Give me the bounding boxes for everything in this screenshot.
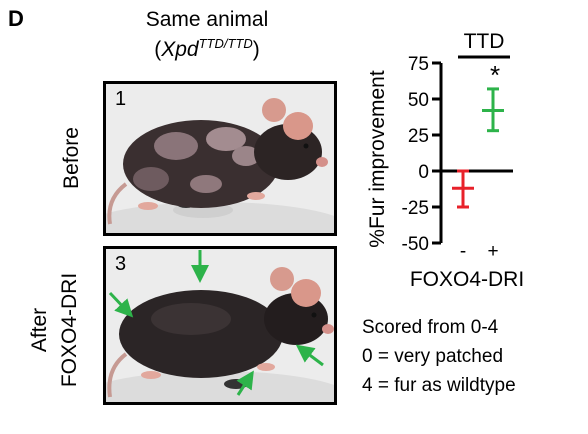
genotype-superscript: TTD/TTD xyxy=(198,36,253,51)
panel-letter: D xyxy=(8,6,24,31)
y-axis: 75 50 25 0 -25 -50 xyxy=(402,54,443,255)
green-arrow-icon xyxy=(295,344,324,367)
mouse-photo-before: 1 xyxy=(103,81,337,236)
x-tick-label: - xyxy=(460,241,466,262)
green-arrow-icon xyxy=(236,370,254,396)
data-marks xyxy=(452,87,504,209)
mouse-before-image xyxy=(106,84,334,233)
x-axis-label: FOXO4-DRI xyxy=(410,268,524,289)
x-tick-labels: - + xyxy=(460,241,499,262)
y-tick-label: -50 xyxy=(402,234,429,255)
photo-after-number: 3 xyxy=(115,253,127,275)
mouse-after-image xyxy=(106,249,334,402)
y-tick-label: 0 xyxy=(418,162,429,183)
genotype-gene: Xpd xyxy=(161,38,199,61)
significance-marker: * xyxy=(490,60,500,90)
y-tick-label: 50 xyxy=(408,90,429,111)
y-tick-label: 75 xyxy=(408,54,429,75)
y-axis-label: %Fur improvement xyxy=(366,70,389,248)
genotype-label: (XpdTTD/TTD) xyxy=(154,36,260,61)
scoring-note-line1: Scored from 0-4 xyxy=(362,317,499,338)
green-arrow-icon xyxy=(108,291,134,318)
y-tick-label: 25 xyxy=(408,126,429,147)
photo-before-number: 1 xyxy=(115,88,127,110)
scoring-note-line2: 0 = very patched xyxy=(362,346,504,367)
photos-title: Same animal xyxy=(145,8,269,31)
mouse-photo-after: 3 xyxy=(103,246,337,405)
y-tick-label: -25 xyxy=(402,198,429,219)
scoring-note-line3: 4 = fur as wildtype xyxy=(362,375,516,396)
x-tick-label: + xyxy=(487,241,498,262)
group-label: TTD xyxy=(464,30,505,53)
